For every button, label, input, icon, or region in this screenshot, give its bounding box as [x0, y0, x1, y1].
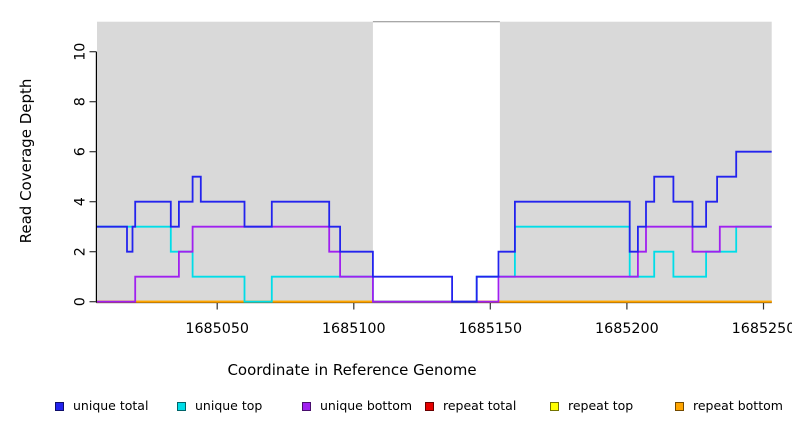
- legend-label-unique-top: unique top: [195, 398, 263, 413]
- legend-label-repeat-top: repeat top: [568, 398, 634, 413]
- legend-swatch-repeat-top: [550, 401, 559, 411]
- y-tick-label: 10: [73, 43, 89, 61]
- legend-item-unique-total: unique total: [55, 399, 148, 413]
- x-tick-label: 1685100: [322, 321, 386, 337]
- y-axis-title: Read Coverage Depth: [17, 78, 35, 244]
- gap-region: [372, 21, 500, 302]
- x-tick-label: 1685150: [458, 321, 522, 337]
- series-unique-total-line: [97, 150, 772, 303]
- legend-label-repeat-total: repeat total: [443, 398, 517, 413]
- legend-item-repeat-top: repeat top: [550, 399, 633, 413]
- legend-swatch-repeat-bottom: [675, 401, 684, 411]
- legend-swatch-repeat-total: [425, 401, 434, 411]
- y-tick-label: 6: [73, 147, 89, 156]
- x-tick-label: 1685250: [732, 321, 792, 337]
- legend-label-repeat-bottom: repeat bottom: [693, 398, 783, 413]
- legend-label-unique-total: unique total: [73, 398, 149, 413]
- legend-item-repeat-bottom: repeat bottom: [675, 399, 783, 413]
- legend-item-unique-bottom: unique bottom: [302, 399, 412, 413]
- legend-item-repeat-total: repeat total: [425, 399, 516, 413]
- y-tick-label: 2: [73, 247, 89, 256]
- y-tick-label: 0: [73, 297, 89, 306]
- legend-swatch-unique-bottom: [302, 401, 311, 411]
- legend-swatch-unique-top: [177, 401, 186, 411]
- x-tick-label: 1685050: [185, 321, 249, 337]
- legend-label-unique-bottom: unique bottom: [320, 398, 413, 413]
- series-unique-bottom-line: [97, 225, 772, 303]
- y-tick-label: 4: [73, 197, 89, 206]
- legend-item-unique-top: unique top: [177, 399, 262, 413]
- x-tick-label: 1685200: [595, 321, 659, 337]
- legend-swatch-unique-total: [55, 401, 64, 411]
- y-tick-label: 8: [73, 97, 89, 106]
- legend: unique total unique top unique bottom re…: [0, 399, 792, 419]
- coverage-plot: 1685050 1685100 1685150 1685200 1685250 0 2 4 6 8…: [73, 21, 792, 337]
- x-axis-title: Coordinate in Reference Genome: [227, 361, 477, 379]
